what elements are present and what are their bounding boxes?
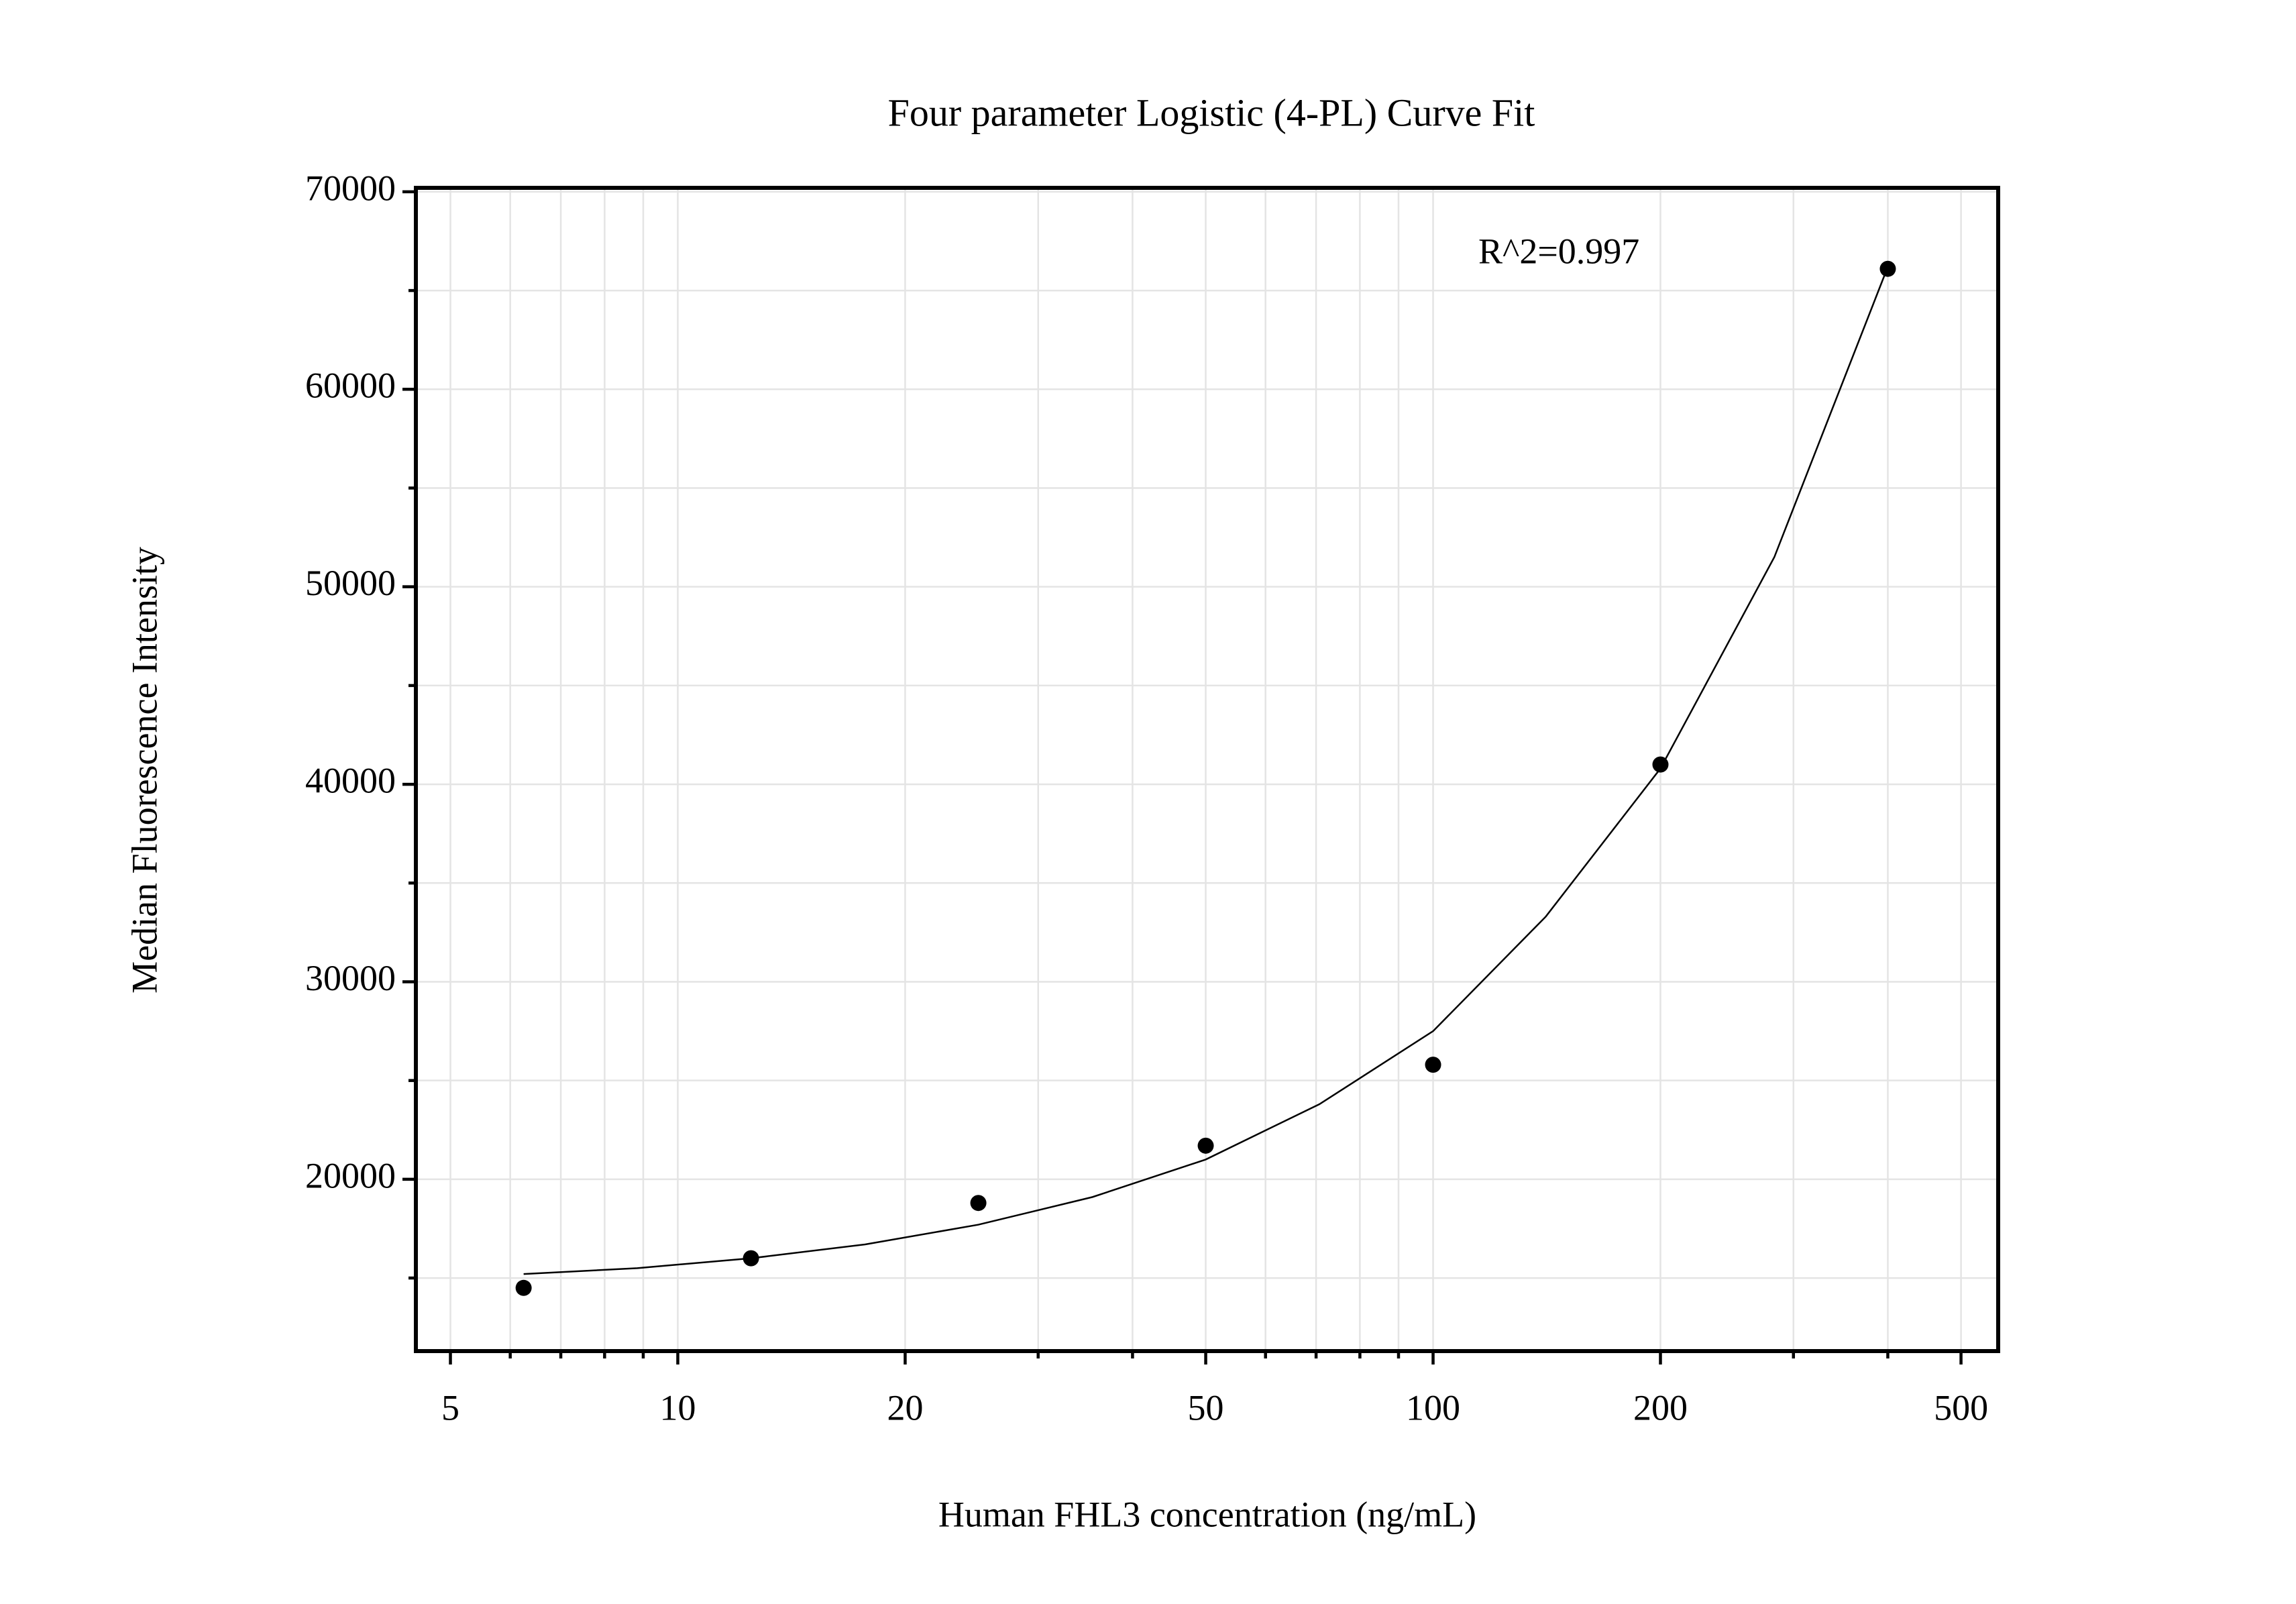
- x-tick-label: 10: [659, 1387, 696, 1428]
- x-tick-label: 100: [1406, 1387, 1460, 1428]
- y-tick-label: 20000: [305, 1155, 396, 1195]
- y-tick-label: 50000: [305, 563, 396, 603]
- data-point: [1425, 1057, 1441, 1073]
- fit-curve: [523, 266, 1889, 1275]
- x-tick-label: 50: [1188, 1387, 1224, 1428]
- data-point: [1197, 1137, 1214, 1154]
- x-tick-label: 20: [887, 1387, 923, 1428]
- y-tick-label: 30000: [305, 958, 396, 998]
- y-tick-label: 60000: [305, 366, 396, 406]
- y-tick-label: 40000: [305, 760, 396, 800]
- x-axis-label: Human FHL3 concentration (ng/mL): [938, 1494, 1476, 1534]
- y-tick-label: 70000: [305, 168, 396, 208]
- data-point: [970, 1195, 987, 1212]
- chart-title: Four parameter Logistic (4-PL) Curve Fit: [888, 91, 1535, 134]
- x-tick-label: 500: [1934, 1387, 1988, 1428]
- annotation: R^2=0.997: [1478, 231, 1639, 271]
- data-point: [515, 1279, 532, 1296]
- x-tick-label: 200: [1633, 1387, 1688, 1428]
- y-axis-label: Median Fluorescence Intensity: [124, 547, 164, 994]
- plot-frame: [414, 186, 2000, 1353]
- x-tick-label: 5: [441, 1387, 459, 1428]
